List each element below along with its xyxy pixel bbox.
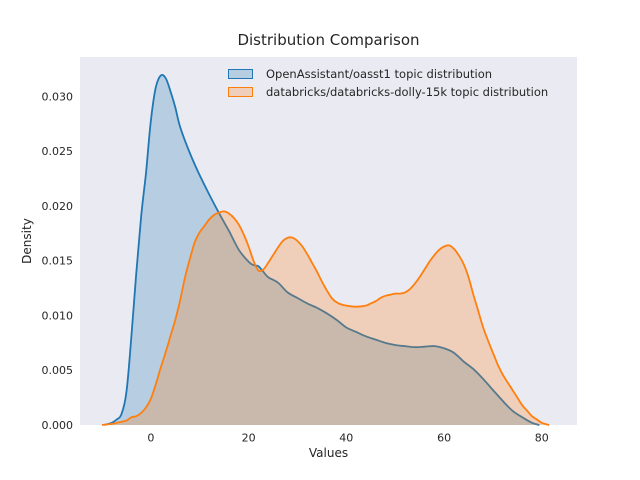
y-axis-label: Density (20, 218, 34, 264)
legend-swatch-blue (228, 69, 253, 79)
kde-line-1 (101, 210, 550, 426)
legend-item-dolly: databricks/databricks-dolly-15k topic di… (228, 85, 548, 99)
y-tick-label: 0.005 (42, 364, 74, 377)
y-tick-label: 0.015 (42, 255, 74, 268)
chart-title: Distribution Comparison (237, 31, 420, 49)
x-tick-label: 40 (339, 432, 353, 445)
y-tick-label: 0.010 (42, 310, 74, 323)
kde-fill-0 (104, 74, 540, 426)
legend-label: OpenAssistant/oasst1 topic distribution (266, 67, 493, 81)
legend-swatch-orange (228, 87, 253, 97)
x-tick-label: 60 (437, 432, 451, 445)
legend-label: databricks/databricks-dolly-15k topic di… (266, 85, 549, 99)
legend: OpenAssistant/oasst1 topic distribution … (228, 67, 548, 99)
kde-line-0 (104, 74, 540, 426)
y-tick-label: 0.000 (42, 419, 74, 432)
y-tick-label: 0.030 (42, 90, 74, 103)
legend-item-oasst1: OpenAssistant/oasst1 topic distribution (228, 67, 548, 81)
y-tick-label: 0.025 (42, 145, 74, 158)
x-tick-label: 20 (242, 432, 256, 445)
x-axis-label: Values (308, 446, 349, 460)
x-tick-label: 80 (535, 432, 549, 445)
kde-fill-1 (102, 211, 550, 425)
y-tick-label: 0.020 (42, 200, 74, 213)
x-tick-label: 0 (147, 432, 154, 445)
